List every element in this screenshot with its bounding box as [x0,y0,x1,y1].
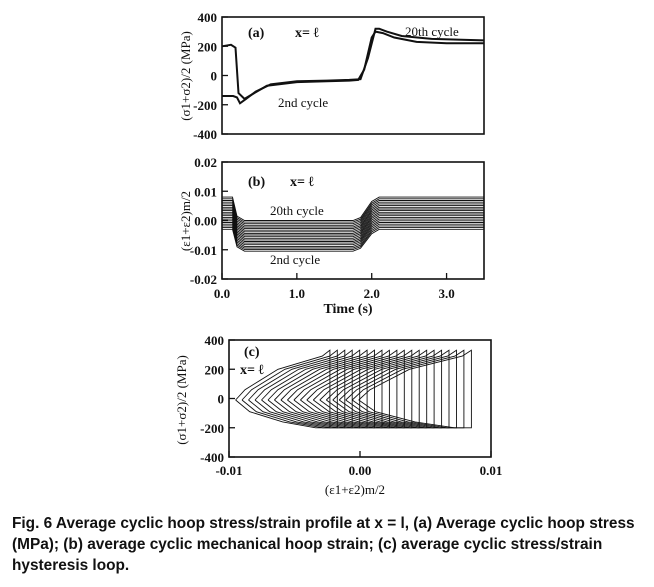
panel-c-ytick-label: 400 [205,333,225,348]
panel-a-20th-cycle-label: 20th cycle [405,24,459,39]
panel-c-hysteresis-loop [241,349,338,429]
panel-b-xtick-label: 2.0 [364,286,380,301]
panel-c-xtick-label: 0.00 [349,463,372,478]
panel-a-ytick-label: 400 [198,10,218,25]
panel-c-hysteresis-loop [280,349,383,429]
panel-b-cycle-line [222,196,484,221]
panel-c-position: x= ℓ [240,363,264,378]
panel-c-ytick-label: 0 [218,392,225,407]
panel-c-xlabel: (ε1+ε2)m/2 [325,482,385,497]
panel-b-ytick-label: -0.01 [190,243,217,258]
panel-c-ytick-label: 200 [205,362,225,377]
panel-c-xtick-label: -0.01 [215,463,242,478]
panel-c-hysteresis-loop [338,349,450,429]
panel-c-hysteresis-loop [319,349,428,429]
panel-b-position: x= ℓ [290,175,314,190]
panel-a-ytick-label: 0 [211,69,218,84]
panel-c-ylabel: (σ1+σ2)/2 (MPa) [174,355,189,445]
panel-a-ylabel: (σ1+σ2)/2 (MPa) [178,31,193,121]
panel-c-tag: (c) [244,345,260,360]
panel-c-hysteresis-loop [332,349,443,429]
panel-c-hysteresis-loop [345,349,457,429]
panel-c-hysteresis-loop [267,349,368,429]
figure: -400 -200 0 200 400 (σ1+σ2)/2 (MPa) (a) x= ℓ… [174,10,502,497]
panel-c-hysteresis-loop [300,349,405,429]
panel-c-hysteresis-loop [293,349,398,429]
panel-c: -400 -200 0 200 400 -0.01 0.00 0.01 (σ1+σ2)/2 … [174,333,502,497]
panel-a-series-line [222,27,485,105]
panel-b-xtick-label: 1.0 [289,286,305,301]
panel-a: -400 -200 0 200 400 (σ1+σ2)/2 (MPa) (a) x= ℓ… [178,10,485,142]
panel-b-ylabel: (ε1+ε2)m/2 [178,191,193,251]
panel-b: -0.02 -0.01 0.00 0.01 0.02 0.0 1.0 2.0 3.0 (ε1+… [178,155,485,317]
panel-c-hysteresis-loop [287,349,390,429]
panel-b-20th-cycle-label: 20th cycle [270,203,324,218]
panel-a-ytick-label: 200 [198,39,218,54]
panel-b-ytick-label: 0.00 [194,214,217,229]
panel-c-hysteresis-loop [235,349,331,429]
panel-c-hysteresis-loop [274,349,375,429]
panel-a-ytick-label: -400 [193,127,217,142]
panel-b-ytick-label: 0.02 [194,155,217,170]
panel-b-2nd-cycle-label: 2nd cycle [270,252,320,267]
panel-c-hysteresis-loop [358,349,472,429]
panel-c-ytick-label: -200 [200,421,224,436]
panel-c-hysteresis-loop [325,349,435,429]
panel-c-hysteresis-loop [351,349,465,429]
panel-c-xtick-label: 0.01 [480,463,503,478]
panel-b-tag: (b) [248,175,265,190]
panel-c-hysteresis-loop [261,349,361,429]
panel-c-ytick-label: -400 [200,450,224,465]
panel-c-hysteresis-loop [312,349,420,429]
panel-a-2nd-cycle-label: 2nd cycle [278,95,328,110]
panel-b-xlabel: Time (s) [323,302,372,317]
panel-c-hysteresis-loop [306,349,413,429]
panel-a-tag: (a) [248,26,265,41]
panel-b-ytick-label: -0.02 [190,272,217,287]
panel-a-ytick-label: -200 [193,98,217,113]
panel-b-xtick-label: 3.0 [438,286,454,301]
panel-a-position: x= ℓ [295,26,319,41]
figure-caption: Fig. 6 Average cyclic hoop stress/strain… [12,515,635,574]
panel-b-xtick-label: 0.0 [214,286,230,301]
panel-b-ytick-label: 0.01 [194,184,217,199]
